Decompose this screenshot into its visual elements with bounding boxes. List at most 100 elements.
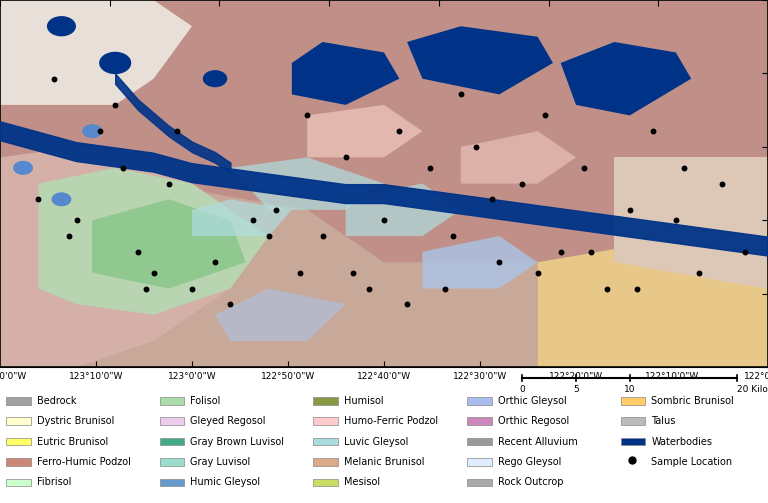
Point <box>624 206 636 214</box>
Bar <box>160 458 184 466</box>
Point <box>585 248 598 256</box>
Text: Melanic Brunisol: Melanic Brunisol <box>344 457 425 467</box>
Point <box>677 164 690 172</box>
Point <box>224 300 237 308</box>
Text: Rock Outcrop: Rock Outcrop <box>498 477 563 487</box>
Circle shape <box>204 71 227 87</box>
Point <box>531 269 544 277</box>
Point <box>263 232 275 240</box>
Point <box>470 143 482 151</box>
Text: Gleyed Regosol: Gleyed Regosol <box>190 416 266 426</box>
Bar <box>6 478 31 486</box>
Point <box>270 206 283 214</box>
Polygon shape <box>0 147 230 367</box>
Point <box>147 269 160 277</box>
Point <box>693 269 705 277</box>
Text: 20 Kilometers: 20 Kilometers <box>737 385 768 394</box>
Point <box>339 153 352 161</box>
Text: Orthic Gleysol: Orthic Gleysol <box>498 396 567 406</box>
Circle shape <box>52 193 71 206</box>
Point <box>455 91 467 99</box>
Point <box>493 258 505 266</box>
Point <box>447 232 459 240</box>
Polygon shape <box>0 0 768 367</box>
Point <box>132 248 144 256</box>
Point <box>117 164 129 172</box>
Text: Mesisol: Mesisol <box>344 477 380 487</box>
Point <box>578 164 590 172</box>
Bar <box>313 478 338 486</box>
Polygon shape <box>538 236 768 367</box>
Text: Sample Location: Sample Location <box>651 457 733 467</box>
Bar <box>6 417 31 425</box>
Point <box>378 216 390 224</box>
Bar <box>313 438 338 446</box>
Circle shape <box>100 52 131 73</box>
Bar <box>467 438 492 446</box>
Point <box>94 127 106 135</box>
Text: Humic Gleysol: Humic Gleysol <box>190 477 260 487</box>
Polygon shape <box>192 199 292 236</box>
Point <box>32 195 45 203</box>
Point <box>439 285 452 293</box>
Bar <box>6 458 31 466</box>
Bar <box>6 438 31 446</box>
Point <box>393 127 406 135</box>
Text: Gray Brown Luvisol: Gray Brown Luvisol <box>190 437 284 447</box>
Point <box>362 285 375 293</box>
Text: 0: 0 <box>519 385 525 394</box>
Point <box>739 248 751 256</box>
Text: Talus: Talus <box>651 416 676 426</box>
Text: 10: 10 <box>624 385 635 394</box>
Polygon shape <box>461 131 576 184</box>
Point <box>516 180 528 188</box>
Point <box>347 269 359 277</box>
Text: Luvic Gleysol: Luvic Gleysol <box>344 437 409 447</box>
Point <box>539 111 551 119</box>
Point <box>316 232 329 240</box>
Polygon shape <box>38 168 269 315</box>
Bar <box>160 438 184 446</box>
Text: Fibrisol: Fibrisol <box>37 477 71 487</box>
Polygon shape <box>0 0 192 105</box>
Point <box>716 180 728 188</box>
Point <box>247 216 260 224</box>
Text: Rego Gleysol: Rego Gleysol <box>498 457 561 467</box>
Polygon shape <box>230 157 384 210</box>
Point <box>401 300 413 308</box>
Circle shape <box>83 125 101 137</box>
Point <box>109 101 121 109</box>
Bar <box>160 478 184 486</box>
Bar <box>313 458 338 466</box>
Bar <box>467 458 492 466</box>
Point <box>301 111 313 119</box>
Polygon shape <box>92 199 246 289</box>
Text: Gray Luvisol: Gray Luvisol <box>190 457 250 467</box>
Bar <box>6 397 31 405</box>
Polygon shape <box>292 42 399 105</box>
Bar <box>467 397 492 405</box>
Bar <box>467 417 492 425</box>
Text: Folisol: Folisol <box>190 396 221 406</box>
Point <box>140 285 152 293</box>
Point <box>647 127 659 135</box>
Polygon shape <box>346 184 461 236</box>
Circle shape <box>14 161 32 174</box>
Point <box>163 180 175 188</box>
Polygon shape <box>215 289 346 341</box>
Point <box>186 285 198 293</box>
Text: Recent Alluvium: Recent Alluvium <box>498 437 578 447</box>
Bar <box>621 438 645 446</box>
Point <box>170 127 183 135</box>
Polygon shape <box>561 42 691 115</box>
Polygon shape <box>422 236 538 289</box>
Polygon shape <box>407 26 553 95</box>
Point <box>554 248 567 256</box>
Bar <box>313 397 338 405</box>
Point <box>48 74 60 82</box>
Text: Waterbodies: Waterbodies <box>651 437 712 447</box>
Text: Bedrock: Bedrock <box>37 396 76 406</box>
Bar <box>160 397 184 405</box>
Polygon shape <box>614 157 768 289</box>
Point <box>209 258 221 266</box>
